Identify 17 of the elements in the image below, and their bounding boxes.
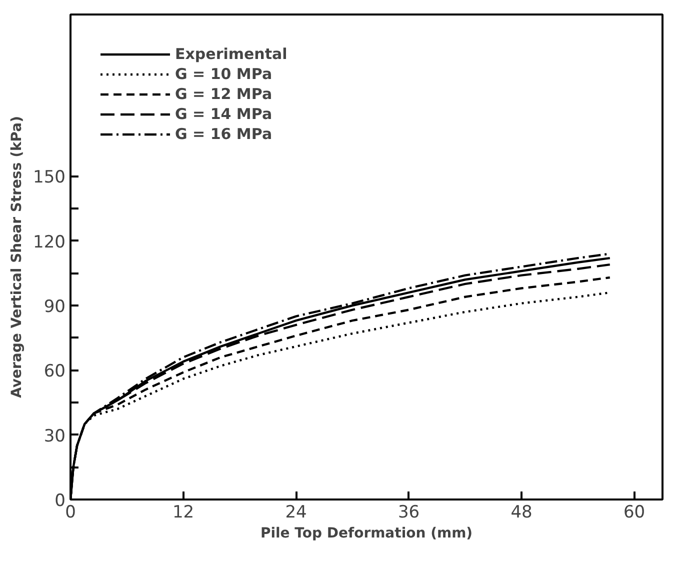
y-axis-title: Average Vertical Shear Stress (kPa) xyxy=(9,116,26,398)
legend-label: Experimental xyxy=(175,45,288,63)
y-tick-label: 150 xyxy=(33,168,66,188)
y-tick-label: 90 xyxy=(44,297,66,317)
x-tick-label: 36 xyxy=(398,502,420,522)
y-tick-label: 120 xyxy=(33,232,66,252)
x-tick-label: 48 xyxy=(510,502,532,522)
x-axis-title: Pile Top Deformation (mm) xyxy=(260,526,473,542)
x-tick-label: 12 xyxy=(172,502,194,522)
legend-label: G = 10 MPa xyxy=(175,65,272,83)
x-tick-label: 60 xyxy=(623,502,646,522)
legend-label: G = 12 MPa xyxy=(175,85,272,103)
legend-label: G = 14 MPa xyxy=(175,105,272,123)
legend-label: G = 16 MPa xyxy=(175,125,272,143)
x-tick-label: 24 xyxy=(285,502,307,522)
y-tick-label: 30 xyxy=(44,426,66,446)
y-tick-label: 60 xyxy=(44,362,66,382)
